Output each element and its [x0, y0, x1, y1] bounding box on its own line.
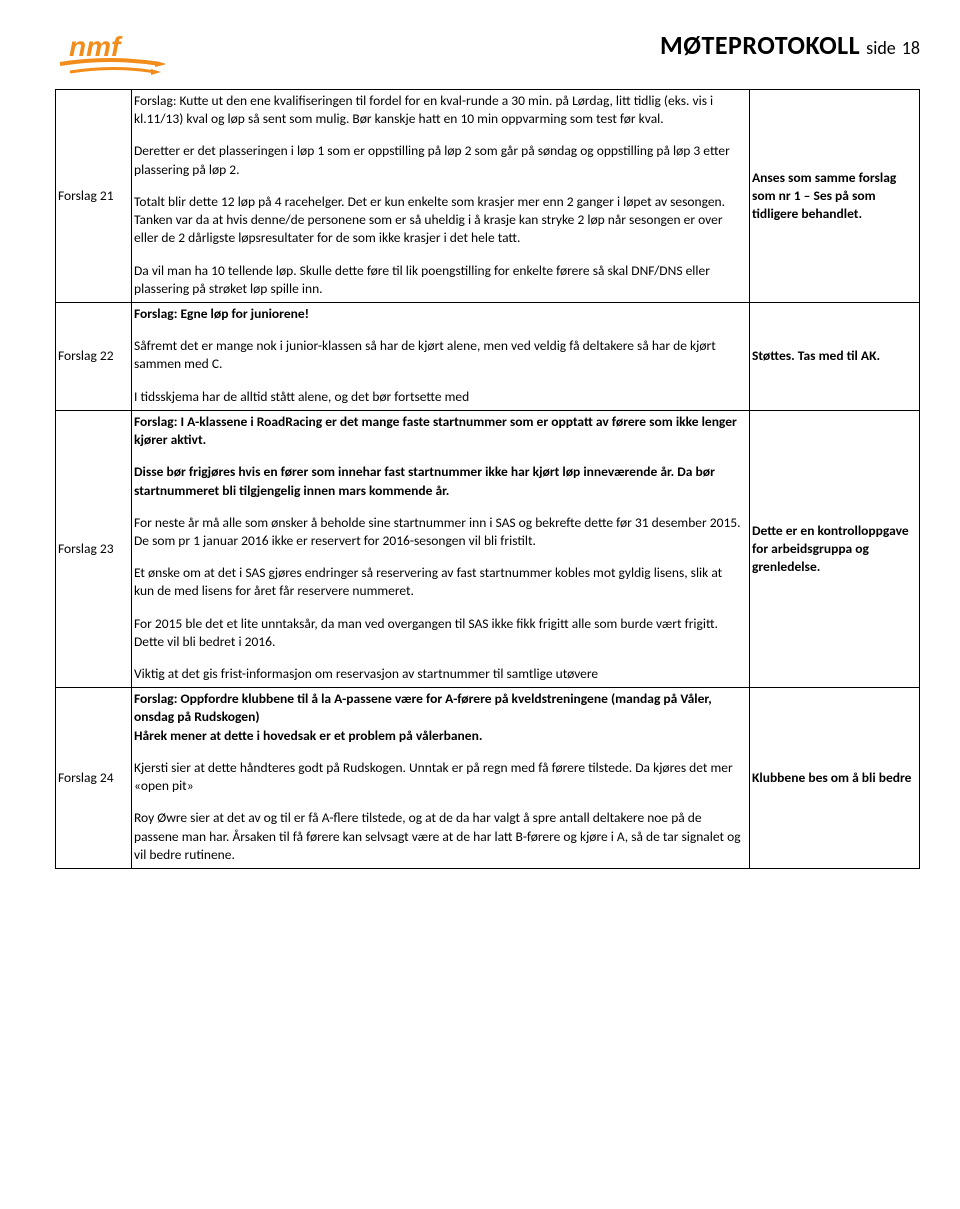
proposal-id-cell: Forslag 21 [56, 90, 132, 303]
proposal-paragraph: Såfremt det er mange nok i junior-klasse… [134, 337, 745, 373]
proposal-status-cell: Dette er en kontrolloppgave for arbeidsg… [750, 410, 920, 687]
table-row: Forslag 21 Forslag: Kutte ut den ene kval… [56, 90, 920, 303]
proposal-status-cell: Anses som samme forslag som nr 1 – Ses p… [750, 90, 920, 303]
proposal-status-cell: Støttes. Tas med til AK. [750, 302, 920, 410]
proposal-status-cell: Klubbene bes om å bli bedre [750, 688, 920, 869]
proposal-paragraph: Forslag: I A-klassene i RoadRacing er de… [134, 413, 745, 449]
proposal-id: Forslag 24 [58, 769, 114, 786]
nmf-logo: nmf [55, 28, 165, 83]
proposal-id-cell: Forslag 22 [56, 302, 132, 410]
proposals-table: Forslag 21 Forslag: Kutte ut den ene kval… [55, 89, 920, 869]
document-page: nmf MØTEPROTOKOLL side 18 Forslag 21Fors… [0, 0, 960, 909]
proposal-id-cell: Forslag 23 [56, 410, 132, 687]
proposal-paragraph: Roy Øwre sier at det av og til er få A-f… [134, 809, 745, 864]
proposal-id-cell: Forslag 24 [56, 688, 132, 869]
table-row: Forslag 24 Forslag: Oppfordre klubbene ti… [56, 688, 920, 869]
proposal-id: Forslag 21 [58, 187, 114, 204]
table-row: Forslag 22 Forslag: Egne løp for junioren… [56, 302, 920, 410]
proposal-paragraph: Forslag: Oppfordre klubbene til å la A-p… [134, 690, 745, 745]
proposal-body-cell: Forslag: Oppfordre klubbene til å la A-p… [132, 688, 750, 869]
proposal-paragraph: Kjersti sier at dette håndteres godt på … [134, 759, 745, 795]
proposal-paragraph: For neste år må alle som ønsker å behold… [134, 514, 745, 550]
table-row: Forslag 23 Forslag: I A-klassene i RoadRa… [56, 410, 920, 687]
proposal-status: Anses som samme forslag som nr 1 – Ses p… [752, 169, 896, 222]
proposal-paragraph: Disse bør frigjøres hvis en fører som in… [134, 463, 745, 499]
proposal-paragraph: Forslag: Kutte ut den ene kvalifiseringe… [134, 92, 745, 128]
proposal-body-cell: Forslag: I A-klassene i RoadRacing er de… [132, 410, 750, 687]
page-number: 18 [902, 36, 920, 60]
proposal-status: Klubbene bes om å bli bedre [752, 769, 911, 786]
proposal-paragraph: For 2015 ble det et lite unntaksår, da m… [134, 615, 745, 651]
proposal-paragraph: Et ønske om at det i SAS gjøres endringe… [134, 564, 745, 600]
proposal-paragraph: Deretter er det plasseringen i løp 1 som… [134, 142, 745, 178]
proposal-id: Forslag 23 [58, 540, 114, 557]
proposal-paragraph: Totalt blir dette 12 løp på 4 racehelger… [134, 193, 745, 248]
doc-title: MØTEPROTOKOLL [660, 28, 860, 63]
page-header: nmf MØTEPROTOKOLL side 18 [55, 28, 920, 83]
page-side-label: side [866, 36, 896, 60]
proposal-paragraph: Da vil man ha 10 tellende løp. Skulle de… [134, 262, 745, 298]
proposal-status: Dette er en kontrolloppgave for arbeidsg… [752, 522, 909, 575]
proposal-body-cell: Forslag: Kutte ut den ene kvalifiseringe… [132, 90, 750, 303]
title-line: MØTEPROTOKOLL side 18 [660, 28, 920, 63]
svg-text:nmf: nmf [69, 31, 123, 62]
proposal-paragraph: I tidsskjema har de alltid stått alene, … [134, 388, 745, 406]
proposal-status: Støttes. Tas med til AK. [752, 347, 880, 364]
proposal-paragraph: Viktig at det gis frist-informasjon om r… [134, 665, 745, 683]
proposal-paragraph: Forslag: Egne løp for juniorene! [134, 305, 745, 323]
proposal-body-cell: Forslag: Egne løp for juniorene! Såfremt … [132, 302, 750, 410]
proposal-id: Forslag 22 [58, 347, 114, 364]
